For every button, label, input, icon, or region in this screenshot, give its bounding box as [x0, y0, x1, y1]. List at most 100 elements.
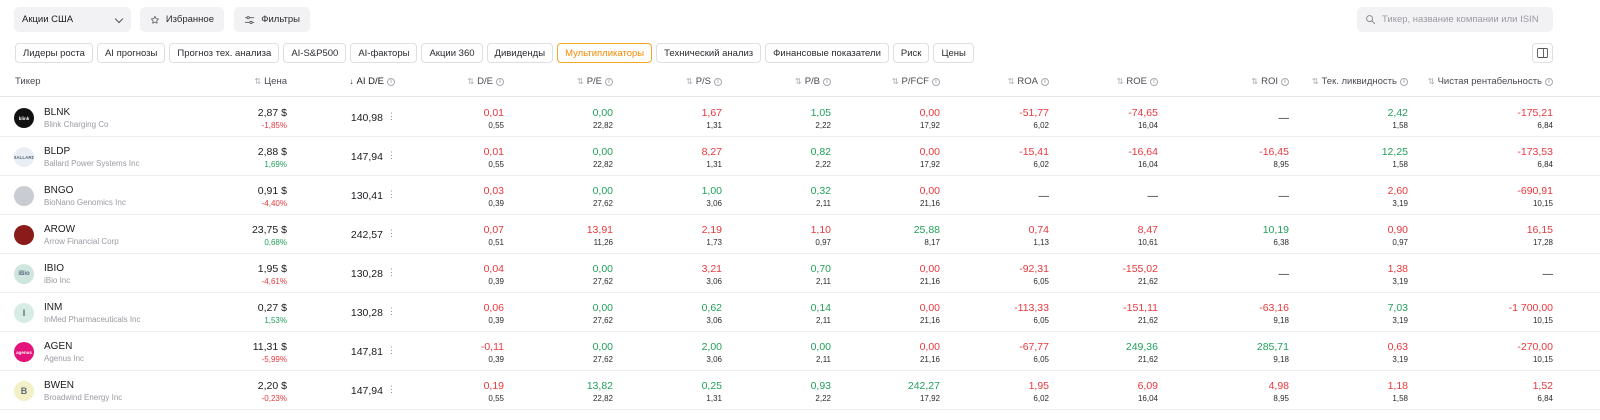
ps-sector-value: 3,06	[706, 277, 722, 286]
ticker-symbol[interactable]: AROW	[44, 224, 76, 235]
cell-ps: 3,21 3,06	[602, 254, 722, 293]
filters-button[interactable]: Фильтры	[234, 7, 310, 32]
liq-value: 0,90	[1387, 224, 1408, 236]
info-icon[interactable]: i	[605, 77, 613, 86]
roa-value: -51,77	[1019, 107, 1049, 119]
tab-4[interactable]: AI-факторы	[350, 43, 418, 63]
column-label: P/S	[695, 76, 711, 87]
table-row[interactable]: AROW Arrow Financial Corp 23,75 $ 0,68% 242,…	[0, 215, 1600, 254]
info-icon[interactable]: i	[823, 77, 831, 86]
more-vertical-icon[interactable]: ⋮	[387, 267, 396, 277]
info-icon[interactable]: i	[1400, 77, 1408, 86]
sort-icon: ⇅	[794, 77, 802, 86]
column-header-roa[interactable]: ⇅ ROA i	[1008, 76, 1049, 87]
company-name: BioNano Genomics Inc	[44, 198, 126, 207]
market-select[interactable]: Акции США	[14, 7, 131, 32]
column-header-price[interactable]: ⇅ Цена	[254, 76, 287, 87]
tab-10[interactable]: Риск	[892, 43, 930, 63]
column-header-pfcf[interactable]: ⇅ P/FCF i	[892, 76, 940, 87]
cell-roi: —	[1169, 176, 1290, 215]
column-header-pe[interactable]: ⇅ P/E i	[577, 76, 613, 87]
ticker-symbol[interactable]: BWEN	[44, 380, 74, 391]
margin-value: -270,00	[1517, 341, 1553, 353]
sort-icon: ⇅	[467, 77, 475, 86]
tab-5[interactable]: Акции 360	[421, 43, 483, 63]
ps-value: 2,00	[701, 341, 722, 353]
cell-ps: 2,19 1,73	[602, 215, 722, 254]
ticker-symbol[interactable]: INM	[44, 302, 63, 313]
column-header-ticker[interactable]: Тикер	[15, 76, 41, 87]
roi-sector-value: 8,95	[1273, 160, 1289, 169]
tab-11[interactable]: Цены	[933, 43, 974, 63]
info-icon[interactable]: i	[1150, 77, 1158, 86]
info-icon[interactable]: i	[1041, 77, 1049, 86]
column-header-aide[interactable]: ↓ AI D/E i	[350, 76, 395, 87]
pb-sector-value: 2,22	[815, 160, 831, 169]
pb-value: 1,05	[810, 107, 831, 119]
info-icon[interactable]: i	[387, 77, 395, 86]
company-logo: blink	[14, 108, 34, 128]
cell-roi: -63,16 9,18	[1169, 293, 1289, 332]
info-icon[interactable]: i	[714, 77, 722, 86]
column-header-de[interactable]: ⇅ D/E i	[467, 76, 504, 87]
table-row[interactable]: BNGO BioNano Genomics Inc 0,91 $ -4,40% 130,…	[0, 176, 1600, 215]
table-row[interactable]: B BWEN Broadwind Energy Inc 2,20 $ -0,23% 147…	[0, 371, 1600, 410]
more-vertical-icon[interactable]: ⋮	[387, 150, 396, 160]
cell-ps: 2,00 3,06	[602, 332, 722, 371]
tab-9[interactable]: Финансовые показатели	[765, 43, 889, 63]
cell-pfcf: 0,00 21,16	[820, 176, 940, 215]
ticker-symbol[interactable]: BNGO	[44, 185, 74, 196]
more-vertical-icon[interactable]: ⋮	[387, 345, 396, 355]
column-header-roe[interactable]: ⇅ ROE i	[1117, 76, 1158, 87]
sort-icon: ⇅	[1007, 77, 1015, 86]
cell-pfcf: 25,88 8,17	[820, 215, 940, 254]
ticker-symbol[interactable]: BLNK	[44, 107, 71, 118]
favorites-button[interactable]: Избранное	[140, 7, 224, 32]
filters-label: Фильтры	[261, 14, 300, 25]
info-icon[interactable]: i	[1545, 77, 1553, 86]
more-vertical-icon[interactable]: ⋮	[387, 111, 396, 121]
column-header-pb[interactable]: ⇅ P/B i	[795, 76, 831, 87]
column-header-roi[interactable]: ⇅ ROI i	[1251, 76, 1289, 87]
info-icon[interactable]: i	[932, 77, 940, 86]
pfcf-sector-value: 21,16	[919, 277, 940, 286]
tab-8[interactable]: Технический анализ	[656, 43, 762, 63]
price-change: 1,53%	[264, 316, 287, 325]
table-row[interactable]: I INM InMed Pharmaceuticals Inc 0,27 $ 1,53%…	[0, 293, 1600, 332]
pe-value: 13,91	[586, 224, 613, 236]
more-vertical-icon[interactable]: ⋮	[387, 384, 396, 394]
tab-1[interactable]: AI прогнозы	[96, 43, 166, 63]
column-settings-button[interactable]	[1532, 43, 1553, 63]
roi-sector-value: 9,18	[1273, 355, 1289, 364]
more-vertical-icon[interactable]: ⋮	[387, 189, 396, 199]
info-icon[interactable]: i	[496, 77, 504, 86]
cell-pb: 0,70 2,11	[711, 254, 831, 293]
ticker-symbol[interactable]: AGEN	[44, 341, 73, 352]
table-row[interactable]: blink BLNK Blink Charging Co 2,87 $ -1,85% 14…	[0, 98, 1600, 137]
tab-7[interactable]: Мультипликаторы	[557, 43, 653, 63]
tab-0[interactable]: Лидеры роста	[15, 43, 93, 63]
more-vertical-icon[interactable]: ⋮	[387, 306, 396, 316]
tab-2[interactable]: Прогноз тех. анализа	[169, 43, 280, 63]
table-row[interactable]: iBio IBIO iBio Inc 1,95 $ -4,61% 130,28 ⋮ 0,04 0…	[0, 254, 1600, 293]
price-change: 1,69%	[264, 160, 287, 169]
pfcf-sector-value: 21,16	[919, 316, 940, 325]
de-sector-value: 0,39	[488, 355, 504, 364]
column-header-ps[interactable]: ⇅ P/S i	[686, 76, 722, 87]
column-label: P/E	[586, 76, 602, 87]
roe-sector-value: 21,62	[1137, 355, 1158, 364]
table-row[interactable]: BALLARD BLDP Ballard Power Systems Inc 2,88…	[0, 137, 1600, 176]
ticker-symbol[interactable]: BLDP	[44, 146, 71, 157]
info-icon[interactable]: i	[1281, 77, 1289, 86]
more-vertical-icon[interactable]: ⋮	[387, 228, 396, 238]
cell-roi: —	[1169, 98, 1290, 137]
ps-value: 8,27	[701, 146, 722, 158]
search-input[interactable]	[1382, 14, 1542, 25]
table-row[interactable]: agenus AGEN Agenus Inc 11,31 $ -5,99% 147,81 ⋮…	[0, 332, 1600, 371]
pfcf-value: 0,00	[919, 146, 940, 158]
column-header-liq[interactable]: ⇅ Тек. ликвидность i	[1312, 76, 1408, 87]
ticker-symbol[interactable]: IBIO	[44, 263, 65, 274]
tab-3[interactable]: AI-S&P500	[283, 43, 347, 63]
column-header-margin[interactable]: ⇅ Чистая рентабельность i	[1428, 76, 1553, 87]
tab-6[interactable]: Дивиденды	[486, 43, 554, 63]
